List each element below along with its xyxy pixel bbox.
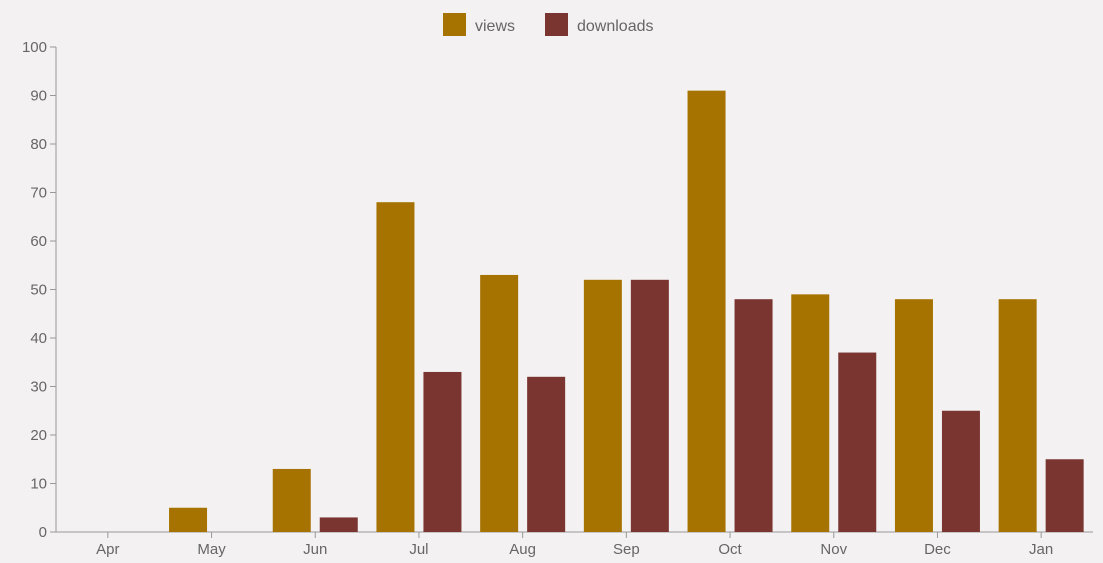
bar-views-jun [272, 468, 311, 532]
bar-views-jul [376, 202, 415, 532]
y-tick-label: 20 [30, 427, 47, 444]
y-tick-label: 60 [30, 233, 47, 250]
bar-views-dec [894, 299, 933, 532]
x-tick-label: Apr [96, 541, 119, 558]
y-tick-label: 80 [30, 136, 47, 153]
bar-views-sep [583, 279, 622, 532]
x-tick-label: Nov [820, 541, 847, 558]
legend: views downloads [443, 13, 654, 36]
bar-views-oct [687, 90, 726, 533]
bars-group [169, 90, 1084, 533]
bar-downloads-oct [734, 299, 773, 532]
legend-label-views: views [475, 18, 515, 35]
x-tick-label: Oct [718, 541, 742, 558]
legend-label-downloads: downloads [577, 18, 654, 35]
x-tick-label: May [197, 541, 226, 558]
bar-views-jan [998, 299, 1037, 532]
bar-downloads-nov [838, 352, 877, 532]
x-tick-label: Jun [303, 541, 327, 558]
x-tick-label: Sep [613, 541, 640, 558]
bar-downloads-jul [423, 371, 462, 532]
bar-downloads-dec [941, 410, 980, 532]
x-axis: Apr May Jun Jul Aug Sep Oct Nov Dec Jan [56, 531, 1093, 558]
x-tick-label: Aug [509, 541, 536, 558]
y-axis: 0 10 20 30 40 50 60 70 80 90 100 [22, 39, 57, 541]
x-tick-label: Jan [1029, 541, 1053, 558]
bar-downloads-jun [319, 517, 358, 532]
y-tick-label: 50 [30, 282, 47, 299]
legend-swatch-downloads [545, 13, 568, 36]
x-tick-label: Jul [409, 541, 428, 558]
y-tick-label: 90 [30, 88, 47, 105]
y-tick-label: 30 [30, 379, 47, 396]
y-tick-label: 70 [30, 185, 47, 202]
y-tick-label: 10 [30, 476, 47, 493]
y-tick-label: 0 [39, 524, 47, 541]
x-tick-label: Dec [924, 541, 951, 558]
y-tick-label: 100 [22, 39, 47, 56]
bar-views-aug [480, 274, 519, 532]
bar-downloads-sep [630, 279, 669, 532]
bar-views-nov [791, 294, 830, 532]
bar-downloads-jan [1045, 459, 1084, 532]
bar-downloads-aug [527, 376, 566, 532]
bar-views-may [169, 507, 208, 532]
y-tick-label: 40 [30, 330, 47, 347]
legend-swatch-views [443, 13, 466, 36]
